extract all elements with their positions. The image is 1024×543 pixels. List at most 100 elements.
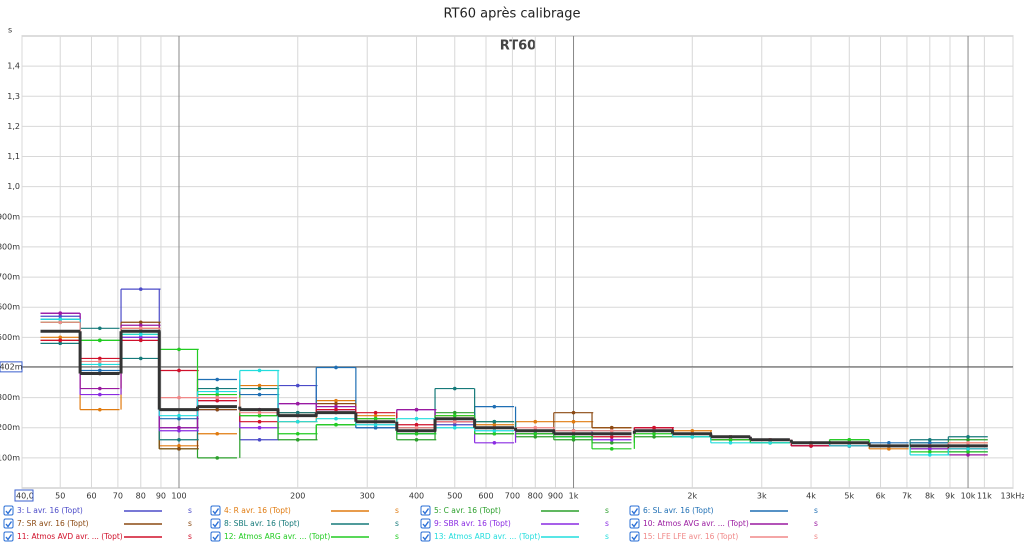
data-point: [928, 447, 932, 451]
x-tick-label: 50: [55, 492, 65, 501]
data-point: [847, 444, 852, 448]
legend-checkbox: [3, 505, 14, 516]
data-point: [609, 447, 614, 451]
x-tick-label: 60: [86, 492, 96, 501]
data-point: [492, 441, 497, 445]
legend-check: [422, 534, 430, 541]
legend-label: 3: L avr. 16 (Topt): [17, 506, 83, 515]
data-point: [177, 447, 181, 451]
data-point: [373, 413, 378, 418]
data-point: [728, 437, 733, 442]
data-point: [492, 428, 497, 433]
x-tick-label: 2k: [687, 492, 697, 501]
data-point: [373, 410, 378, 415]
x-start-box: [14, 489, 34, 502]
y-tick-label: 900m: [0, 212, 20, 221]
data-point: [215, 431, 220, 436]
data-point: [98, 407, 102, 412]
data-point: [215, 407, 220, 412]
data-point: [966, 434, 970, 439]
data-point: [257, 386, 262, 391]
chart-title: RT60 après calibrage: [443, 7, 580, 22]
data-point: [928, 437, 932, 442]
data-point: [652, 431, 656, 436]
y-tick-label: 1,4: [7, 62, 20, 71]
data-point: [58, 338, 63, 343]
data-point: [334, 407, 338, 412]
data-point: [452, 419, 457, 424]
data-point: [177, 444, 181, 448]
legend-check: [5, 534, 13, 541]
data-point: [492, 422, 497, 427]
data-point: [215, 395, 220, 400]
legend-unit: s: [395, 519, 399, 528]
x-tick-label: 4k: [806, 492, 816, 501]
legend-check: [212, 534, 220, 541]
data-point: [966, 447, 970, 451]
data-point: [138, 287, 143, 291]
data-point: [609, 434, 614, 439]
data-point: [452, 386, 457, 391]
data-point: [334, 422, 338, 427]
data-point: [138, 320, 143, 325]
data-point: [257, 383, 262, 388]
data-point: [492, 404, 497, 409]
legend-checkbox: [420, 531, 431, 542]
data-point: [177, 395, 181, 400]
data-point: [58, 314, 63, 319]
data-point: [98, 368, 102, 373]
legend-label: 15: LFE LFE avr. 16 (Topt): [643, 532, 738, 541]
legend-unit: s: [395, 532, 399, 541]
data-point: [257, 425, 262, 430]
cursor-box: [0, 361, 23, 373]
data-point: [215, 377, 220, 382]
data-point: [215, 386, 220, 391]
data-point: [966, 453, 970, 457]
data-point: [215, 456, 220, 460]
data-point: [571, 437, 576, 442]
y-tick-label: 1,2: [7, 122, 20, 131]
data-point: [414, 425, 419, 430]
legend-checkbox: [420, 505, 431, 516]
legend-checkbox: [210, 518, 221, 529]
data-point: [652, 425, 656, 430]
data-point: [177, 416, 181, 421]
legend-label: 12: Atmos ARG avr. ... (Topt): [224, 532, 330, 541]
data-point: [98, 392, 102, 397]
data-point: [257, 437, 262, 442]
data-point: [295, 401, 300, 406]
legend-check: [422, 508, 430, 515]
y-tick-label: 1,0: [7, 182, 20, 191]
data-point: [177, 368, 181, 373]
data-point: [295, 383, 300, 388]
legend-checkbox: [629, 505, 640, 516]
x-tick-label: 600: [478, 492, 493, 501]
data-point: [177, 425, 181, 430]
legend-unit: s: [605, 532, 609, 541]
data-point: [609, 437, 614, 442]
data-point: [177, 437, 181, 442]
x-tick-label: 10k: [961, 492, 976, 501]
data-point: [58, 341, 63, 346]
data-point: [533, 434, 538, 439]
y-tick-label: 100m: [0, 453, 20, 462]
legend-check: [212, 508, 220, 515]
data-point: [58, 317, 63, 322]
x-tick-label: 9k: [945, 492, 955, 501]
x-tick-label: 6k: [876, 492, 886, 501]
data-point: [571, 419, 576, 424]
data-point: [414, 422, 419, 427]
legend-unit: s: [605, 506, 609, 515]
data-point: [257, 413, 262, 418]
data-point: [571, 428, 576, 433]
data-point: [928, 453, 932, 457]
legend-check: [422, 521, 430, 528]
data-point: [373, 422, 378, 427]
data-point: [966, 441, 970, 445]
data-point: [414, 407, 419, 412]
y-tick-label: 1,3: [7, 92, 20, 101]
data-point: [295, 437, 300, 442]
data-point: [887, 441, 891, 445]
legend-label: 10: Atmos AVG avr. ... (Topt): [643, 519, 749, 528]
legend-check: [631, 508, 639, 515]
